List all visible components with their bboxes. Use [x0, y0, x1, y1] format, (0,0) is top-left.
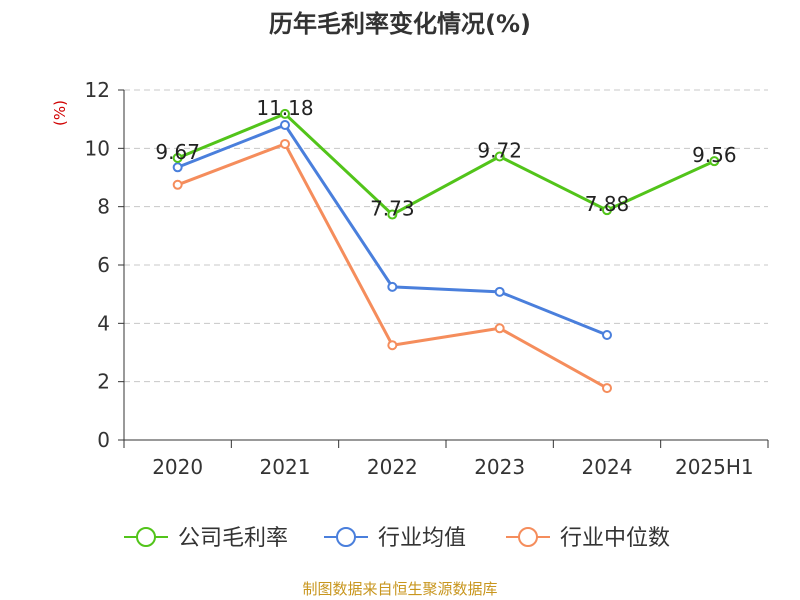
data-point: [602, 205, 612, 216]
y-tick-label: 6: [97, 253, 110, 277]
data-source-note: 制图数据来自恒生聚源数据库: [302, 580, 498, 598]
series-line: [177, 142, 608, 390]
data-label: 9.56: [692, 143, 737, 167]
y-tick-label: 0: [97, 428, 110, 452]
data-point: [280, 138, 290, 149]
data-point: [602, 330, 612, 340]
series-line: [177, 112, 715, 217]
y-tick-label: 2: [97, 370, 110, 394]
x-tick-label: 2020: [152, 455, 203, 479]
y-tick-label: 8: [97, 195, 110, 219]
data-label: 7.88: [585, 192, 630, 216]
x-tick-label: 2024: [582, 455, 633, 479]
y-tick-label: 12: [85, 78, 110, 102]
data-point: [387, 281, 398, 292]
data-point: [387, 209, 398, 220]
chart-title: 历年毛利率变化情况(%): [269, 10, 531, 38]
legend-label: 行业均值: [378, 526, 466, 551]
x-tick-label: 2025H1: [675, 455, 754, 479]
legend-label: 行业中位数: [560, 526, 670, 551]
x-tick-label: 2022: [367, 455, 418, 479]
data-point: [280, 120, 290, 130]
data-point: [172, 179, 183, 190]
legend-marker: [336, 527, 356, 547]
data-point: [387, 340, 398, 351]
data-point: [494, 323, 505, 334]
data-label: 9.72: [477, 139, 522, 163]
data-point: [280, 108, 290, 119]
x-tick-label: 2023: [474, 455, 525, 479]
data-label: 9.67: [155, 140, 200, 164]
data-point: [494, 151, 505, 162]
x-tick-label: 2021: [260, 455, 311, 479]
data-point: [172, 152, 183, 163]
data-point: [602, 383, 612, 394]
y-tick-label: 10: [85, 136, 110, 160]
series-line: [177, 123, 608, 337]
legend-marker: [136, 527, 156, 547]
legend-marker: [518, 527, 538, 547]
y-tick-label: 4: [97, 311, 110, 335]
data-label: 7.73: [370, 197, 415, 221]
data-point: [494, 286, 505, 297]
legend-label: 公司毛利率: [178, 526, 288, 551]
data-point: [172, 162, 183, 173]
data-point: [709, 156, 720, 167]
data-label: 11.18: [256, 96, 313, 120]
